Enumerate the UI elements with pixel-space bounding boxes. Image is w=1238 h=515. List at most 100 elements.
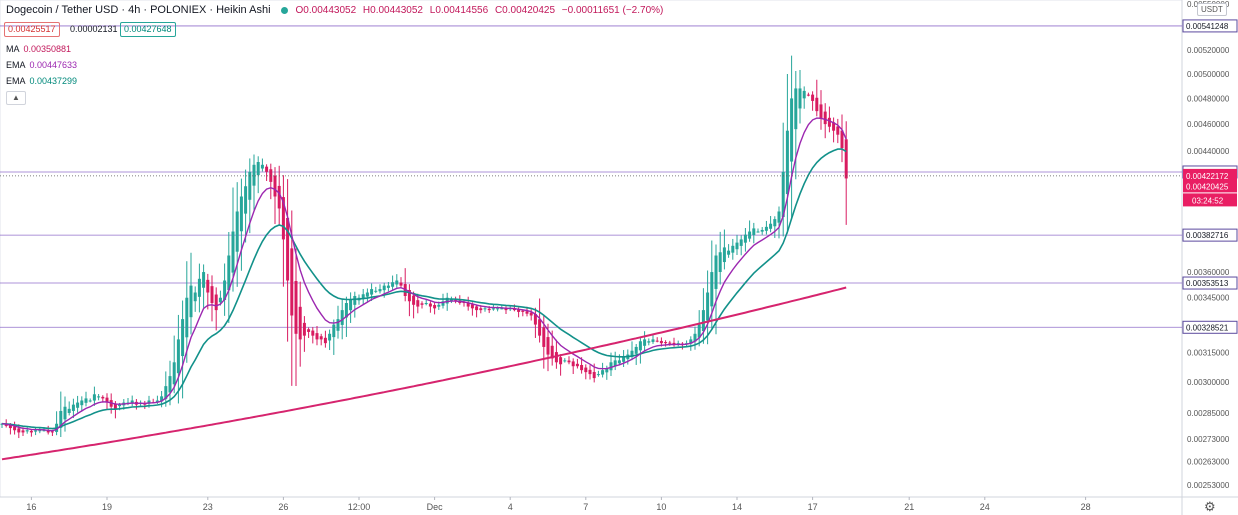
level-price-label: 0.00353513 xyxy=(1186,279,1229,288)
y-tick-label: 0.00480000 xyxy=(1187,94,1230,103)
candle-body xyxy=(811,94,815,101)
y-tick-label: 0.00253000 xyxy=(1187,481,1230,490)
candle-body xyxy=(697,324,701,338)
candle-body xyxy=(769,223,773,229)
candle-body xyxy=(298,306,302,340)
last-price-box xyxy=(1183,179,1237,193)
candle-body xyxy=(80,400,84,406)
candle-body xyxy=(29,430,33,433)
candle-body xyxy=(802,90,806,99)
close-value: C0.00420425 xyxy=(494,4,556,16)
buy-price-box[interactable]: 0.00427648 xyxy=(120,22,176,37)
candle-body xyxy=(735,242,739,250)
candle-body xyxy=(67,408,71,414)
candle-body xyxy=(512,308,516,311)
candle-body xyxy=(588,369,592,375)
currency-tag[interactable]: USDT xyxy=(1197,3,1227,16)
indicator-label: EMA xyxy=(6,76,26,86)
candle-body xyxy=(130,400,134,404)
indicator-ma[interactable]: MA 0.00350881 xyxy=(6,44,71,54)
candle-body xyxy=(748,231,752,239)
y-tick-label: 0.00285000 xyxy=(1187,409,1230,418)
candle-body xyxy=(609,362,613,371)
candle-body xyxy=(496,308,500,310)
symbol-title[interactable]: Dogecoin / Tether USD · 4h · POLONIEX · … xyxy=(6,4,271,16)
candle-body xyxy=(412,295,416,305)
candle-body xyxy=(479,308,483,311)
indicator-value: 0.00437299 xyxy=(29,76,78,86)
x-tick-label: 14 xyxy=(732,502,742,512)
x-tick-label: 4 xyxy=(508,502,513,512)
candle-body xyxy=(265,166,269,172)
candle-body xyxy=(202,272,206,288)
candle-body xyxy=(424,303,428,305)
y-tick-label: 0.00315000 xyxy=(1187,349,1230,358)
candle-body xyxy=(466,302,470,307)
candle-body xyxy=(601,370,605,375)
gear-icon[interactable]: ⚙ xyxy=(1204,499,1216,514)
candle-body xyxy=(764,226,768,231)
candle-body xyxy=(433,305,437,309)
x-tick-label: 28 xyxy=(1081,502,1091,512)
candle-body xyxy=(223,280,227,301)
candle-body xyxy=(739,239,743,246)
indicator-ema-slow[interactable]: EMA 0.00437299 xyxy=(6,76,77,86)
candle-body xyxy=(575,363,579,367)
indicator-value: 0.00350881 xyxy=(23,44,72,54)
candle-body xyxy=(659,340,663,344)
candle-body xyxy=(42,430,46,432)
change-value: −0.00011651 (−2.70%) xyxy=(561,4,664,16)
level-price-box xyxy=(1182,228,1238,242)
candle-body xyxy=(638,341,642,351)
candle-body xyxy=(210,286,214,304)
level-price-box xyxy=(1182,320,1238,334)
chevron-up-icon[interactable]: ▲ xyxy=(6,91,26,105)
candle-body xyxy=(760,229,764,232)
candle-body xyxy=(521,310,525,312)
candle-body xyxy=(399,282,403,286)
y-tick-label: 0.00500000 xyxy=(1187,70,1230,79)
last-price-label: 0.00420425 xyxy=(1186,182,1229,191)
candle-body xyxy=(307,329,311,332)
ma-line xyxy=(1,286,847,461)
candle-body xyxy=(147,400,151,404)
level-price-box xyxy=(1182,276,1238,290)
candle-body xyxy=(701,310,705,332)
candle-body xyxy=(743,234,747,243)
candle-body xyxy=(790,98,794,162)
candle-body xyxy=(235,211,239,252)
candle-body xyxy=(365,292,369,297)
sell-price-box[interactable]: 0.00425517 xyxy=(4,22,60,37)
candle-body xyxy=(302,322,306,336)
candle-body xyxy=(340,310,344,325)
candle-body xyxy=(71,404,75,411)
level-price-label: 0.00382716 xyxy=(1186,231,1229,240)
plot-area xyxy=(0,0,1183,498)
candle-body xyxy=(118,404,122,407)
ema-fast-line xyxy=(1,117,847,432)
ohlc-readout: O0.00443052 H0.00443052 L0.00414556 C0.0… xyxy=(296,5,668,16)
candle-body xyxy=(781,171,785,218)
candle-body xyxy=(655,340,659,342)
candle-body xyxy=(664,342,668,344)
candle-body xyxy=(8,424,12,429)
candle-body xyxy=(63,406,67,420)
candle-body xyxy=(529,312,533,316)
candle-body xyxy=(605,368,609,373)
candle-body xyxy=(752,228,756,236)
candle-body xyxy=(336,319,340,331)
candle-body xyxy=(844,139,848,179)
candle-body xyxy=(525,311,529,314)
candle-body xyxy=(580,365,584,371)
candle-body xyxy=(567,360,571,363)
indicator-ema-fast[interactable]: EMA 0.00447633 xyxy=(6,60,77,70)
candle-body xyxy=(391,282,395,287)
chart-header: Dogecoin / Tether USD · 4h · POLONIEX · … xyxy=(6,4,667,16)
candle-body xyxy=(428,303,432,307)
candle-body xyxy=(97,396,101,398)
candle-body xyxy=(155,400,159,403)
candle-body xyxy=(773,219,777,227)
market-status-dot xyxy=(280,6,288,14)
